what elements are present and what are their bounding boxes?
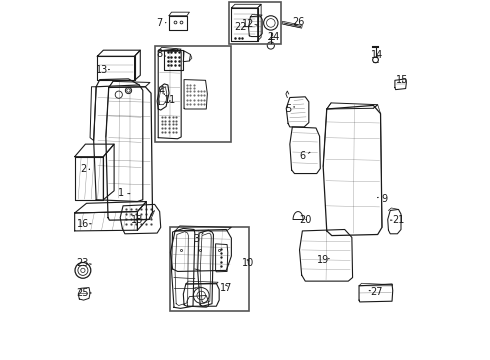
Text: 24: 24	[267, 32, 279, 41]
Text: 23: 23	[77, 258, 89, 268]
Text: 9: 9	[381, 194, 387, 204]
Text: 14: 14	[371, 50, 383, 60]
Text: 7: 7	[156, 18, 163, 28]
Text: 20: 20	[299, 215, 312, 225]
Text: 18: 18	[130, 215, 143, 225]
Text: 22: 22	[234, 22, 247, 32]
Text: 17: 17	[220, 283, 233, 293]
Bar	[229, 3, 281, 44]
Text: 21: 21	[392, 215, 405, 225]
Text: 19: 19	[317, 255, 329, 265]
Text: 8: 8	[157, 49, 163, 59]
Text: 13: 13	[96, 64, 108, 75]
Text: 3: 3	[194, 234, 199, 244]
Text: 2: 2	[80, 164, 86, 174]
Bar	[155, 45, 231, 142]
Text: 11: 11	[164, 95, 176, 105]
Bar	[170, 226, 248, 311]
Text: 15: 15	[396, 75, 408, 85]
Text: 12: 12	[243, 19, 255, 29]
Text: 4: 4	[159, 86, 165, 96]
Text: 16: 16	[77, 219, 89, 229]
Text: 26: 26	[292, 17, 304, 27]
Text: 1: 1	[118, 188, 124, 198]
Text: 27: 27	[371, 287, 383, 297]
Text: 5: 5	[285, 104, 291, 114]
Text: 25: 25	[76, 288, 89, 298]
Text: 10: 10	[242, 258, 254, 268]
Text: 6: 6	[299, 150, 305, 161]
